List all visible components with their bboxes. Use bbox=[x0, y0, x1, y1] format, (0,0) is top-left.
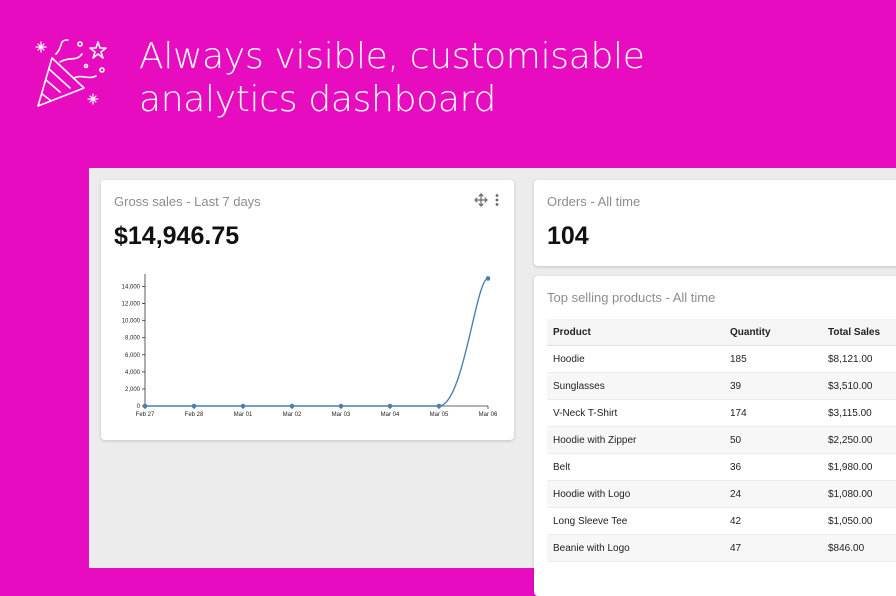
y-tick-label: 12,000 bbox=[122, 302, 141, 308]
x-tick-label: Feb 27 bbox=[136, 412, 155, 418]
product-name: V-Neck T-Shirt bbox=[547, 399, 724, 427]
column-header-product[interactable]: Product bbox=[547, 319, 724, 346]
y-tick-label: 0 bbox=[137, 404, 141, 410]
x-tick-label: Mar 03 bbox=[332, 412, 351, 418]
product-name: Beanie with Logo bbox=[547, 534, 724, 562]
gross-sales-card: Gross sales - Last 7 days $14,946.75 0 2,… bbox=[101, 180, 514, 440]
product-total: $846.00 bbox=[822, 534, 896, 562]
y-tick-label: 2,000 bbox=[125, 387, 141, 393]
x-tick-label: Feb 28 bbox=[185, 412, 204, 418]
table-row: Belt 36 $1,980.00 bbox=[547, 453, 896, 481]
product-name: Long Sleeve Tee bbox=[547, 507, 724, 535]
table-row: Beanie with Logo 47 $846.00 bbox=[547, 534, 896, 562]
data-point bbox=[289, 403, 295, 409]
data-point bbox=[436, 403, 442, 409]
column-header-quantity[interactable]: Quantity bbox=[724, 319, 822, 346]
data-point bbox=[142, 403, 148, 409]
top-products-title: Top selling products - All time bbox=[547, 290, 716, 305]
gross-sales-value: $14,946.75 bbox=[114, 222, 240, 250]
x-tick-label: Mar 04 bbox=[381, 412, 400, 418]
data-point bbox=[191, 403, 197, 409]
product-total: $2,250.00 bbox=[822, 426, 896, 454]
product-name: Hoodie with Zipper bbox=[547, 426, 724, 454]
data-point bbox=[338, 403, 344, 409]
gross-sales-title: Gross sales - Last 7 days bbox=[114, 194, 261, 209]
product-total: $3,115.00 bbox=[822, 399, 896, 427]
y-tick-label: 6,000 bbox=[125, 353, 141, 359]
product-total: $1,980.00 bbox=[822, 453, 896, 481]
table-row: V-Neck T-Shirt 174 $3,115.00 bbox=[547, 399, 896, 427]
party-popper-icon bbox=[35, 39, 107, 107]
table-header-row: Product Quantity Total Sales bbox=[547, 319, 896, 346]
headline-line-2: analytics dashboard bbox=[139, 79, 497, 120]
orders-value: 104 bbox=[547, 222, 589, 250]
product-quantity: 47 bbox=[724, 534, 822, 562]
top-products-table: Product Quantity Total Sales Hoodie 185 … bbox=[547, 319, 896, 562]
product-name: Hoodie with Logo bbox=[547, 480, 724, 508]
table-row: Hoodie 185 $8,121.00 bbox=[547, 345, 896, 373]
product-quantity: 174 bbox=[724, 399, 822, 427]
x-tick-label: Mar 06 bbox=[479, 412, 498, 418]
product-quantity: 185 bbox=[724, 345, 822, 373]
product-total: $1,050.00 bbox=[822, 507, 896, 535]
table-row: Hoodie with Zipper 50 $2,250.00 bbox=[547, 426, 896, 454]
data-point bbox=[240, 403, 246, 409]
product-quantity: 39 bbox=[724, 372, 822, 400]
product-name: Sunglasses bbox=[547, 372, 724, 400]
product-name: Hoodie bbox=[547, 345, 724, 373]
product-total: $3,510.00 bbox=[822, 372, 896, 400]
product-quantity: 42 bbox=[724, 507, 822, 535]
product-quantity: 24 bbox=[724, 480, 822, 508]
dashboard-canvas: Gross sales - Last 7 days $14,946.75 0 2,… bbox=[89, 168, 896, 596]
product-quantity: 36 bbox=[724, 453, 822, 481]
product-total: $1,080.00 bbox=[822, 480, 896, 508]
vertical-ellipsis-icon[interactable] bbox=[494, 193, 500, 207]
top-products-card: Top selling products - All time Product … bbox=[534, 276, 896, 596]
headline: Always visible, customisable analytics d… bbox=[139, 35, 645, 121]
headline-line-1: Always visible, customisable bbox=[139, 36, 645, 77]
data-point bbox=[387, 403, 393, 409]
orders-card: Orders - All time 104 bbox=[534, 180, 896, 266]
card-tools bbox=[474, 193, 500, 207]
product-name: Belt bbox=[547, 453, 724, 481]
product-total: $8,121.00 bbox=[822, 345, 896, 373]
data-point bbox=[485, 276, 491, 281]
series-line bbox=[145, 277, 489, 407]
column-header-total-sales[interactable]: Total Sales bbox=[822, 319, 896, 346]
move-arrows-icon[interactable] bbox=[474, 193, 488, 207]
y-tick-label: 14,000 bbox=[122, 285, 141, 291]
product-quantity: 50 bbox=[724, 426, 822, 454]
x-tick-label: Mar 01 bbox=[234, 412, 253, 418]
table-row: Sunglasses 39 $3,510.00 bbox=[547, 372, 896, 400]
y-tick-label: 4,000 bbox=[125, 370, 141, 376]
gross-sales-chart: 0 2,000 4,000 6,000 8,000 10,000 12,000 14,000 F… bbox=[122, 274, 498, 418]
table-row: Long Sleeve Tee 42 $1,050.00 bbox=[547, 507, 896, 535]
x-tick-label: Mar 05 bbox=[430, 412, 449, 418]
x-tick-label: Mar 02 bbox=[283, 412, 302, 418]
orders-title: Orders - All time bbox=[547, 194, 641, 209]
table-row: Hoodie with Logo 24 $1,080.00 bbox=[547, 480, 896, 508]
y-tick-label: 8,000 bbox=[125, 336, 141, 342]
y-tick-label: 10,000 bbox=[122, 319, 141, 325]
